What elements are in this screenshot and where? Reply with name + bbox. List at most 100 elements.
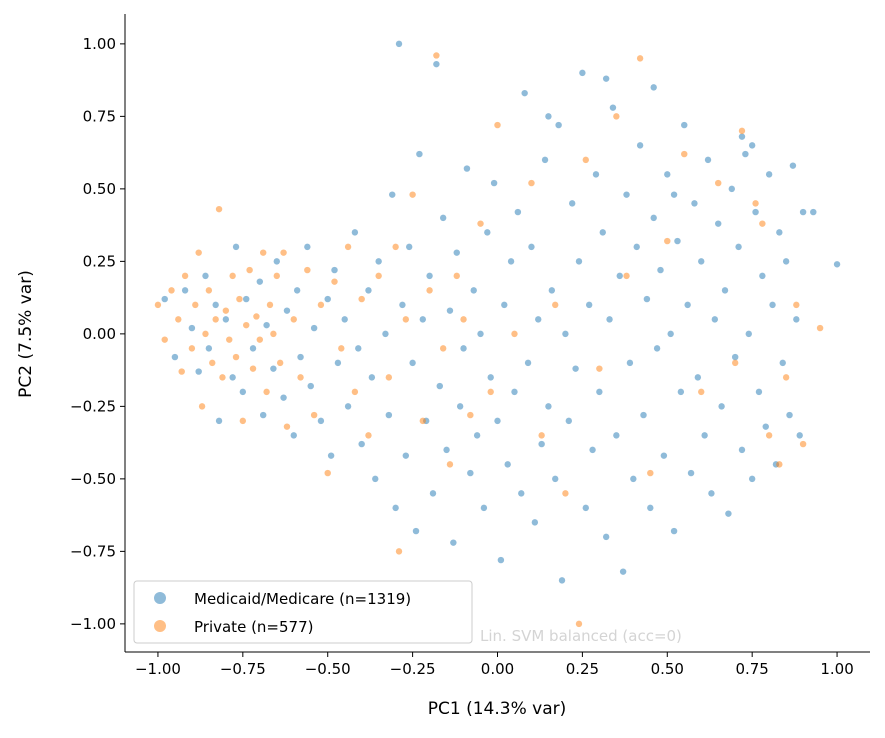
point-medicaid-medicare xyxy=(439,214,447,222)
point-private xyxy=(487,388,494,396)
point-medicaid-medicare xyxy=(664,171,671,178)
point-medicaid-medicare xyxy=(558,577,566,584)
point-private xyxy=(511,330,518,338)
point-private xyxy=(402,316,410,323)
point-medicaid-medicare xyxy=(161,295,168,303)
point-private xyxy=(816,324,824,332)
point-private xyxy=(270,330,277,338)
point-private xyxy=(253,313,260,320)
point-medicaid-medicare xyxy=(715,220,722,227)
point-private xyxy=(647,469,654,477)
point-medicaid-medicare xyxy=(674,237,681,245)
point-medicaid-medicare xyxy=(368,374,376,381)
point-medicaid-medicare xyxy=(443,446,450,454)
point-medicaid-medicare xyxy=(623,191,630,198)
point-private xyxy=(681,150,688,158)
x-tick-label: −0.25 xyxy=(390,660,436,678)
point-medicaid-medicare xyxy=(215,417,223,425)
point-private xyxy=(246,266,253,274)
point-medicaid-medicare xyxy=(535,316,542,323)
point-medicaid-medicare xyxy=(694,374,702,381)
point-medicaid-medicare xyxy=(718,403,725,410)
point-private xyxy=(467,411,474,419)
point-private xyxy=(715,179,722,187)
point-medicaid-medicare xyxy=(456,403,464,410)
legend-label-private: Private (n=577) xyxy=(194,618,313,636)
point-medicaid-medicare xyxy=(501,301,508,309)
point-medicaid-medicare xyxy=(171,353,179,361)
point-private xyxy=(765,432,773,439)
legend-marker-medicaid xyxy=(154,592,166,604)
point-medicaid-medicare xyxy=(548,287,556,294)
point-private xyxy=(215,205,223,213)
point-medicaid-medicare xyxy=(782,258,790,265)
point-medicaid-medicare xyxy=(748,475,756,483)
point-private xyxy=(198,403,206,410)
point-private xyxy=(636,55,644,62)
point-private xyxy=(731,359,739,367)
point-medicaid-medicare xyxy=(297,353,304,361)
point-medicaid-medicare xyxy=(545,403,552,410)
point-medicaid-medicare xyxy=(653,345,661,352)
point-medicaid-medicare xyxy=(545,113,552,120)
point-medicaid-medicare xyxy=(596,388,603,396)
y-tick-label: 1.00 xyxy=(83,35,116,53)
point-medicaid-medicare xyxy=(232,243,240,251)
point-private xyxy=(365,432,372,439)
point-medicaid-medicare xyxy=(463,165,471,172)
point-medicaid-medicare xyxy=(521,89,528,97)
point-private xyxy=(317,301,325,309)
point-medicaid-medicare xyxy=(599,229,606,236)
legend: Medicaid/Medicare (n=1319) Private (n=57… xyxy=(133,580,473,644)
point-medicaid-medicare xyxy=(538,440,545,448)
point-medicaid-medicare xyxy=(382,330,389,338)
point-medicaid-medicare xyxy=(406,243,413,251)
x-tick-label: −0.50 xyxy=(305,660,351,678)
point-private xyxy=(192,301,199,309)
point-medicaid-medicare xyxy=(569,200,576,207)
point-medicaid-medicare xyxy=(660,452,668,459)
point-private xyxy=(236,295,243,303)
point-medicaid-medicare xyxy=(589,446,596,454)
point-medicaid-medicare xyxy=(453,249,460,256)
point-medicaid-medicare xyxy=(670,191,678,198)
y-tick-label: 0.50 xyxy=(83,180,116,198)
point-medicaid-medicare xyxy=(429,490,437,497)
point-medicaid-medicare xyxy=(222,316,230,323)
point-medicaid-medicare xyxy=(725,510,732,517)
point-medicaid-medicare xyxy=(511,388,518,396)
point-medicaid-medicare xyxy=(572,365,579,372)
point-medicaid-medicare xyxy=(592,171,600,178)
point-medicaid-medicare xyxy=(283,307,291,314)
point-medicaid-medicare xyxy=(195,368,202,375)
point-medicaid-medicare xyxy=(307,382,314,390)
y-tick-label: 0.25 xyxy=(83,252,116,270)
point-medicaid-medicare xyxy=(585,301,593,309)
point-medicaid-medicare xyxy=(507,258,515,265)
point-private xyxy=(331,278,338,285)
point-medicaid-medicare xyxy=(738,133,746,140)
point-medicaid-medicare xyxy=(731,353,739,361)
point-private xyxy=(202,330,209,338)
point-private xyxy=(222,307,230,314)
point-medicaid-medicare xyxy=(552,475,559,483)
point-medicaid-medicare xyxy=(704,156,712,164)
point-private xyxy=(344,243,352,251)
point-medicaid-medicare xyxy=(582,504,589,512)
point-private xyxy=(266,301,274,309)
point-private xyxy=(178,368,185,375)
point-private xyxy=(290,316,297,323)
point-medicaid-medicare xyxy=(389,191,396,198)
y-tick-label: −1.00 xyxy=(70,615,116,633)
y-tick-label: −0.75 xyxy=(70,542,116,560)
point-medicaid-medicare xyxy=(470,287,477,294)
point-medicaid-medicare xyxy=(205,345,213,352)
point-private xyxy=(664,237,671,245)
point-medicaid-medicare xyxy=(531,519,539,526)
point-medicaid-medicare xyxy=(446,307,454,314)
point-private xyxy=(752,200,759,207)
point-private xyxy=(324,469,331,477)
point-medicaid-medicare xyxy=(324,295,331,303)
point-private xyxy=(698,388,705,396)
